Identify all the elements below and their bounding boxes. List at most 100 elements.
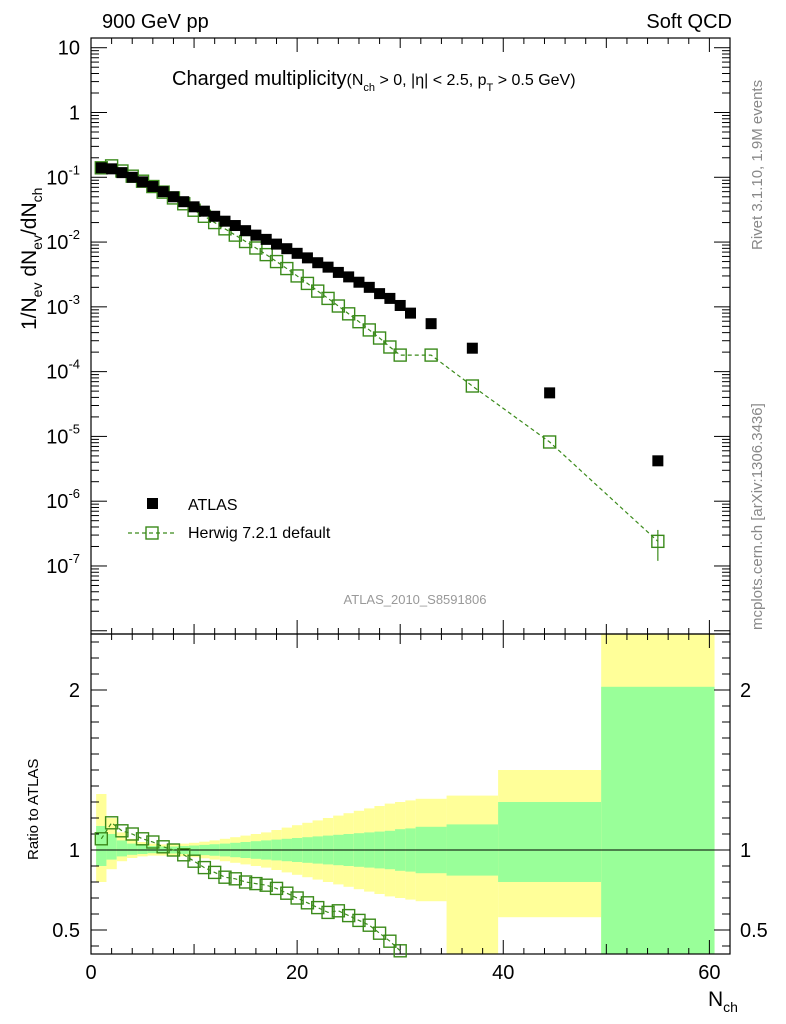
herwig-ratio-point: [156, 840, 170, 854]
atlas-point: [374, 288, 386, 300]
herwig-ratio-series: [94, 816, 407, 958]
herwig-ratio-point: [321, 905, 335, 920]
herwig-ratio-point: [228, 872, 242, 886]
herwig-point: [372, 331, 387, 345]
atlas-point: [544, 387, 556, 399]
herwig-point: [269, 254, 284, 269]
herwig-point: [341, 307, 356, 321]
herwig-point: [321, 291, 335, 306]
legend-atlas-marker: [147, 498, 158, 509]
header-left: 900 GeV pp: [102, 11, 209, 33]
atlas-point: [157, 186, 169, 198]
herwig-point: [542, 435, 557, 449]
herwig-point: [352, 314, 366, 329]
herwig-point: [290, 269, 304, 283]
band-inner-1: [106, 834, 117, 860]
y-tick-label: 1: [69, 103, 80, 125]
ratio-ticks: 0.5 0.5 1 1 2 2: [52, 641, 768, 947]
herwig-point: [259, 247, 273, 262]
y-tick-label: 10-3: [46, 292, 80, 319]
atlas-point: [281, 243, 293, 255]
x-ticks: 0 20 40 60: [85, 38, 731, 984]
atlas-series: [95, 162, 664, 467]
atlas-point: [384, 292, 396, 304]
herwig-ratio-point: [393, 944, 407, 958]
herwig-ratio-point: [331, 904, 346, 918]
herwig-point: [651, 534, 665, 549]
herwig-series: [94, 159, 665, 561]
legend-atlas-label: ATLAS: [188, 497, 238, 514]
herwig-ratio-line: [100, 821, 401, 952]
atlas-point: [394, 299, 406, 311]
herwig-point: [424, 348, 438, 362]
atlas-point: [260, 233, 272, 245]
y-tick-label: 10: [58, 38, 80, 60]
herwig-point: [383, 340, 397, 354]
herwig-ratio-point: [269, 881, 284, 896]
herwig-ratio-point: [383, 934, 397, 948]
herwig-ratio-point: [125, 827, 139, 841]
herwig-ratio-point: [259, 878, 273, 892]
band-inner-33: [498, 802, 602, 882]
legend: ATLAS Herwig 7.2.1 default: [128, 497, 331, 542]
atlas-point: [219, 215, 231, 227]
x-tick-label: 0: [85, 962, 96, 984]
chart-title: Charged multiplicity(Nch > 0, |η| < 2.5,…: [172, 68, 576, 94]
atlas-point: [343, 271, 355, 283]
ratio-axis-label: Ratio to ATLAS: [25, 759, 42, 860]
y-ticks: 10-7 10-6 10-5 10-4 10-3 10-2 10-1 1 10: [46, 38, 730, 632]
atlas-point: [106, 163, 118, 175]
herwig-ratio-point: [146, 835, 160, 849]
atlas-point: [188, 201, 200, 213]
herwig-ratio-point: [115, 824, 129, 838]
ratio-tick-label-right: 0.5: [740, 920, 768, 942]
ratio-frame: [90, 633, 731, 955]
atlas-point: [312, 257, 324, 269]
ratio-tick-label-right: 1: [740, 840, 751, 862]
atlas-point: [95, 162, 107, 174]
x-tick-label: 40: [492, 962, 514, 984]
atlas-point: [322, 261, 334, 273]
legend-herwig-marker: [145, 526, 159, 540]
herwig-point: [465, 379, 480, 393]
x-tick-label: 60: [698, 962, 720, 984]
y-tick-label: 10-5: [46, 421, 80, 448]
atlas-point: [209, 210, 221, 222]
herwig-ratio-point: [341, 908, 356, 923]
analysis-watermark: ATLAS_2010_S8591806: [344, 592, 487, 607]
atlas-point: [332, 266, 344, 278]
atlas-point: [147, 181, 159, 193]
ratio-tick-label-right: 2: [740, 680, 751, 702]
y-tick-label: 10-1: [46, 162, 80, 189]
herwig-ratio-point: [249, 876, 263, 891]
atlas-point: [198, 205, 210, 217]
atlas-point: [652, 455, 664, 467]
herwig-point: [300, 276, 315, 291]
atlas-point: [301, 252, 313, 264]
herwig-ratio-point: [311, 900, 325, 915]
herwig-ratio-point: [352, 913, 366, 928]
band-inner-3: [127, 843, 138, 855]
herwig-ratio-point: [197, 860, 212, 875]
herwig-ratio-point: [207, 865, 222, 880]
x-tick-label: 20: [286, 962, 308, 984]
herwig-point: [280, 261, 294, 276]
ratio-tick-label-left: 0.5: [52, 920, 80, 942]
herwig-ratio-point: [94, 832, 109, 846]
atlas-point: [137, 176, 149, 188]
band-inner-2: [116, 840, 128, 857]
herwig-ratio-point: [300, 896, 315, 910]
atlas-point: [116, 167, 128, 179]
herwig-ratio-point: [104, 816, 119, 830]
y-tick-label: 10-6: [46, 486, 80, 513]
header-right: Soft QCD: [646, 11, 732, 33]
legend-herwig-label: Herwig 7.2.1 default: [188, 525, 331, 542]
herwig-ratio-point: [290, 891, 304, 905]
atlas-point: [178, 196, 190, 208]
band-inner-34: [601, 686, 715, 954]
atlas-point: [126, 171, 138, 183]
herwig-ratio-point: [280, 886, 294, 900]
herwig-ratio-point: [238, 875, 253, 889]
herwig-point: [362, 323, 376, 337]
